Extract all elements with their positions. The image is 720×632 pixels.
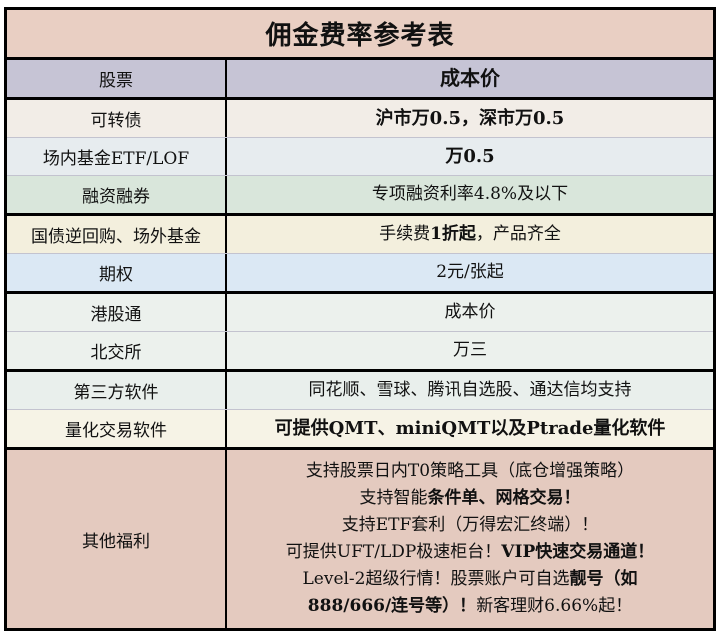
value-line: Level-2超级行情！股票账户可自选靓号（如 <box>302 566 637 593</box>
value-line: 沪市万0.5，深市万0.5 <box>376 105 565 132</box>
value-line: 成本价 <box>440 65 500 92</box>
commission-rate-table: 佣金费率参考表 股票 成本价 可转债 沪市万0.5，深市万0.5 场内基金ETF/LOF… <box>4 7 716 631</box>
row-label: 场内基金ETF/LOF <box>7 138 227 175</box>
table-row: 其他福利 支持股票日内T0策略工具（底仓增强策略） 支持智能条件单、网格交易！ 支持E… <box>7 450 713 628</box>
value-line: 专项融资利率4.8%及以下 <box>372 181 568 208</box>
value-text-bold: 万0.5 <box>445 146 495 167</box>
value-line: 万三 <box>453 337 487 364</box>
value-text: 支持ETF套利（万得宏汇终端）！ <box>341 515 599 535</box>
value-line: 可提供QMT、miniQMT以及Ptrade量化软件 <box>275 415 666 442</box>
value-text: 支持股票日内T0策略工具（底仓增强策略） <box>305 461 635 481</box>
table-row: 国债逆回购、场外基金 手续费1折起，产品齐全 <box>7 216 713 254</box>
value-line: 同花顺、雪球、腾讯自选股、通达信均支持 <box>309 377 632 404</box>
value-text-bold: 靓号（如 <box>569 569 638 589</box>
table-title: 佣金费率参考表 <box>7 10 713 60</box>
value-line: 支持股票日内T0策略工具（底仓增强策略） <box>306 458 634 485</box>
value-text: 万三 <box>453 340 487 360</box>
row-value: 专项融资利率4.8%及以下 <box>227 176 713 213</box>
row-label: 可转债 <box>7 100 227 137</box>
row-value: 成本价 <box>227 294 713 331</box>
value-text: Level-2超级行情！股票账户可自选 <box>302 569 570 589</box>
value-text-bold: 可提供QMT、miniQMT以及Ptrade量化软件 <box>274 418 666 439</box>
value-text: 手续费 <box>379 224 431 244</box>
value-line: 可提供UFT/LDP极速柜台！VIP快速交易通道！ <box>286 539 654 566</box>
row-value: 同花顺、雪球、腾讯自选股、通达信均支持 <box>227 372 713 409</box>
table-body: 股票 成本价 可转债 沪市万0.5，深市万0.5 场内基金ETF/LOF 万0.5 融资融券… <box>7 60 713 628</box>
row-label: 北交所 <box>7 332 227 369</box>
table-row: 量化交易软件 可提供QMT、miniQMT以及Ptrade量化软件 <box>7 410 713 450</box>
value-text: 可提供UFT/LDP极速柜台！ <box>285 542 502 562</box>
value-text: 成本价 <box>444 302 496 322</box>
row-value: 万三 <box>227 332 713 369</box>
table-row: 北交所 万三 <box>7 332 713 372</box>
value-line: 支持智能条件单、网格交易！ <box>360 485 581 512</box>
row-value: 成本价 <box>227 60 713 97</box>
value-text: 专项融资利率4.8%及以下 <box>371 184 569 204</box>
table-row: 场内基金ETF/LOF 万0.5 <box>7 138 713 176</box>
row-label: 量化交易软件 <box>7 410 227 447</box>
value-text: 新客理财6.66%起！ <box>476 596 633 616</box>
row-value: 2元/张起 <box>227 254 713 291</box>
row-value: 沪市万0.5，深市万0.5 <box>227 100 713 137</box>
value-line: 成本价 <box>445 299 496 326</box>
table-row: 港股通 成本价 <box>7 294 713 332</box>
value-text-bold: 成本价 <box>440 66 500 90</box>
value-line: 888/666/连号等）！新客理财6.66%起！ <box>308 593 632 620</box>
row-label: 第三方软件 <box>7 372 227 409</box>
row-label: 国债逆回购、场外基金 <box>7 216 227 253</box>
value-line: 支持ETF套利（万得宏汇终端）！ <box>342 512 599 539</box>
value-text: 支持智能 <box>359 488 428 508</box>
value-text-bold: 888/666/连号等）！ <box>307 596 477 616</box>
table-row: 股票 成本价 <box>7 60 713 100</box>
value-line: 万0.5 <box>445 143 494 170</box>
row-value: 手续费1折起，产品齐全 <box>227 216 713 253</box>
table-row: 可转债 沪市万0.5，深市万0.5 <box>7 100 713 138</box>
table-row: 第三方软件 同花顺、雪球、腾讯自选股、通达信均支持 <box>7 372 713 410</box>
value-line: 2元/张起 <box>436 259 504 286</box>
value-text-bold: VIP快速交易通道！ <box>501 542 655 562</box>
value-text-bold: 1折起 <box>430 224 476 244</box>
row-value: 可提供QMT、miniQMT以及Ptrade量化软件 <box>227 410 713 447</box>
row-label: 股票 <box>7 60 227 97</box>
value-text: 2元/张起 <box>436 262 504 282</box>
row-value: 支持股票日内T0策略工具（底仓增强策略） 支持智能条件单、网格交易！ 支持ETF套利… <box>227 450 713 628</box>
row-label: 融资融券 <box>7 176 227 213</box>
value-text: ，产品齐全 <box>475 224 561 244</box>
row-label: 港股通 <box>7 294 227 331</box>
value-line: 手续费1折起，产品齐全 <box>379 221 561 248</box>
row-label: 其他福利 <box>7 450 227 628</box>
row-value: 万0.5 <box>227 138 713 175</box>
table-row: 期权 2元/张起 <box>7 254 713 294</box>
value-text: 同花顺、雪球、腾讯自选股、通达信均支持 <box>308 380 632 400</box>
value-text-bold: 沪市万0.5，深市万0.5 <box>375 108 565 129</box>
table-row: 融资融券 专项融资利率4.8%及以下 <box>7 176 713 216</box>
value-text-bold: 条件单、网格交易！ <box>427 488 581 508</box>
row-label: 期权 <box>7 254 227 291</box>
